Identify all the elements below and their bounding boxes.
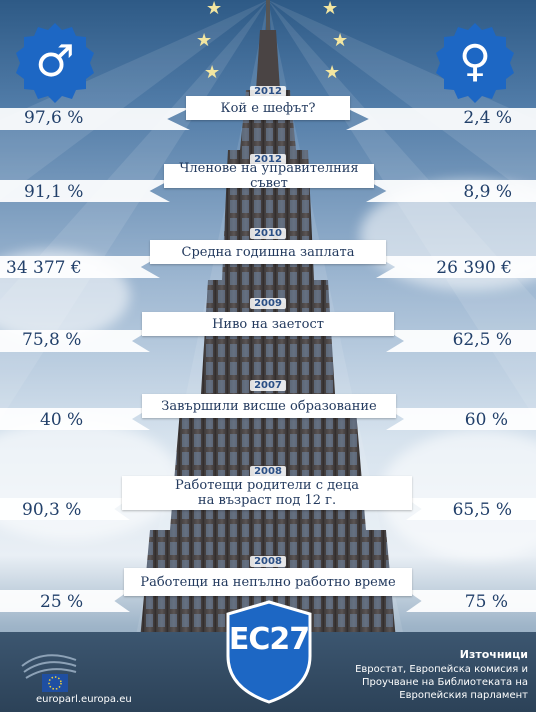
ribbon-left (0, 590, 130, 612)
row-label-line2: на възраст под 12 г. (197, 493, 337, 508)
row-label-line1: Работещи родители с деца (175, 478, 359, 493)
sources-line: Европейския парламент (399, 690, 528, 701)
row-label: Средна годишна заплата (150, 240, 386, 264)
star-icon: ★ (204, 62, 221, 83)
ec27-label: ЕС27 (228, 622, 310, 657)
male-value: 40 % (40, 410, 84, 430)
europarl-url[interactable]: europarl.europa.eu (36, 694, 132, 705)
sources-block: Източници Евростат, Европейска комисия и… (353, 648, 528, 702)
female-value: 75 % (464, 592, 508, 612)
row-label: Кой е шефът? (186, 96, 350, 120)
male-value: 91,1 % (24, 182, 84, 202)
star-icon: ★ (322, 0, 339, 19)
row-label: Ниво на заетост (142, 312, 394, 336)
ribbon-left (0, 498, 130, 520)
sources-line: Евростат, Европейска комисия и (355, 664, 528, 675)
ribbon-left (0, 330, 150, 352)
female-icon: ♀ (458, 36, 492, 87)
male-value: 34 377 € (6, 258, 82, 278)
ribbon-right (406, 590, 536, 612)
ribbon-left (0, 256, 160, 278)
ribbon-right (406, 498, 536, 520)
female-value: 8,9 % (463, 182, 512, 202)
female-badge (434, 22, 516, 104)
row-year: 2008 (0, 556, 536, 567)
europarl-logo (21, 654, 77, 692)
row-year: 2007 (0, 380, 536, 391)
row-year: 2008 (0, 466, 536, 477)
star-icon: ★ (206, 0, 223, 19)
row-label: Работещи родители с деца на възраст под … (122, 476, 412, 510)
row-year: 2012 (0, 86, 536, 97)
ribbon-right (346, 108, 536, 130)
row-label: Завършили висше образование (142, 394, 396, 418)
star-icon: ★ (332, 30, 349, 51)
male-icon: ♂ (35, 36, 75, 87)
ribbon-right (386, 330, 536, 352)
ec27-badge (226, 600, 312, 704)
ribbon-left (0, 180, 170, 202)
row-label: Работещи на непълно работно време (124, 568, 412, 596)
ribbon-right (376, 256, 536, 278)
star-icon: ★ (196, 30, 213, 51)
female-value: 60 % (464, 410, 508, 430)
sources-line: Проучване на Библиотеката на (361, 677, 528, 688)
male-badge (14, 22, 96, 104)
row-year: 2012 (0, 154, 536, 165)
male-value: 25 % (40, 592, 84, 612)
ribbon-right (386, 408, 536, 430)
ribbon-left (0, 108, 190, 130)
row-year: 2009 (0, 298, 536, 309)
female-value: 26 390 € (436, 258, 512, 278)
female-value: 65,5 % (452, 500, 512, 520)
female-value: 62,5 % (452, 330, 512, 350)
ribbon-left (0, 408, 150, 430)
ribbon-right (366, 180, 536, 202)
row-year: 2010 (0, 228, 536, 239)
male-value: 75,8 % (22, 330, 82, 350)
male-value: 90,3 % (22, 500, 82, 520)
row-label: Членове на управителния съвет (164, 161, 374, 191)
star-icon: ★ (324, 62, 341, 83)
female-value: 2,4 % (463, 108, 512, 128)
male-value: 97,6 % (24, 108, 84, 128)
sources-title: Източници (459, 648, 528, 661)
